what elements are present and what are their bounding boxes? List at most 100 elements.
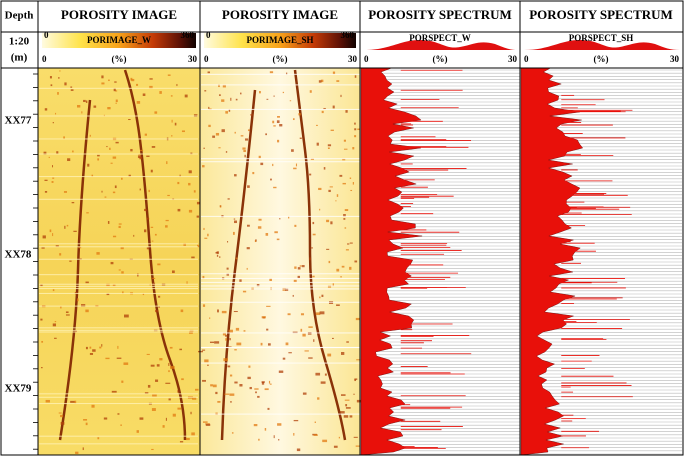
speckle <box>235 327 240 331</box>
speckle <box>144 133 147 136</box>
speckle <box>78 246 82 249</box>
speckle <box>44 191 48 193</box>
speckle <box>89 346 92 349</box>
speckle <box>228 329 233 333</box>
speckle <box>130 77 133 81</box>
speckle <box>72 150 74 153</box>
streak <box>39 246 198 248</box>
speckle <box>212 135 216 138</box>
speckle <box>244 138 249 141</box>
speckle <box>335 200 337 202</box>
speckle <box>345 404 348 407</box>
speckle <box>154 111 158 114</box>
streak <box>201 285 360 287</box>
streak <box>201 332 360 334</box>
speckle <box>298 113 301 116</box>
speckle <box>196 215 200 218</box>
speckle <box>101 75 104 79</box>
speckle <box>319 311 325 315</box>
speckle <box>234 220 238 224</box>
speckle <box>54 321 57 323</box>
streak <box>201 288 360 290</box>
speckle <box>188 170 192 174</box>
speckle <box>312 221 315 225</box>
speckle <box>138 154 142 156</box>
speckle <box>323 107 326 110</box>
scale-min: 0 <box>42 54 47 64</box>
speckle <box>315 312 321 316</box>
speckle <box>110 261 114 265</box>
speckle <box>316 124 318 126</box>
speckle <box>106 145 108 148</box>
speckle <box>96 252 100 255</box>
speckle <box>49 76 52 79</box>
speckle <box>156 364 160 367</box>
speckle <box>309 90 312 93</box>
streak <box>39 87 198 89</box>
speckle <box>270 178 272 181</box>
speckle <box>349 242 353 244</box>
speckle <box>192 397 197 400</box>
speckle <box>247 185 250 188</box>
spectrum-fill <box>520 67 584 456</box>
speckle <box>221 310 227 314</box>
speckle <box>260 342 263 346</box>
speckle <box>97 437 100 440</box>
speckle <box>99 346 102 349</box>
speckle <box>247 376 251 380</box>
speckle <box>279 218 281 220</box>
speckle <box>70 400 75 403</box>
speckle <box>328 260 331 264</box>
depth-label: XX77 <box>5 115 32 127</box>
streak <box>39 274 198 276</box>
speckle <box>188 209 193 213</box>
speckle <box>310 247 314 249</box>
scale-max: 30 <box>188 54 198 64</box>
speckle <box>292 118 295 121</box>
streak <box>39 331 198 333</box>
speckle <box>221 129 225 133</box>
speckle <box>342 182 346 185</box>
scale-min: 0 <box>364 54 369 64</box>
speckle <box>91 404 95 408</box>
speckle <box>117 413 120 415</box>
speckle <box>282 91 285 94</box>
speckle <box>120 424 122 426</box>
speckle <box>327 285 332 288</box>
streak <box>39 258 198 260</box>
speckle <box>356 399 362 403</box>
speckle <box>60 306 62 309</box>
speckle <box>336 304 340 306</box>
streak <box>39 305 198 307</box>
speckle <box>278 438 280 441</box>
speckle <box>151 408 156 411</box>
speckle <box>222 84 226 88</box>
speckle <box>239 279 242 282</box>
speckle <box>227 365 231 368</box>
speckle <box>357 128 361 131</box>
speckle <box>40 318 43 321</box>
streak <box>39 283 198 285</box>
speckle <box>269 71 274 74</box>
speckle <box>184 94 188 98</box>
speckle <box>101 190 103 193</box>
speckle <box>219 256 221 258</box>
speckle <box>142 293 145 296</box>
speckle <box>83 419 88 421</box>
speckle <box>324 373 327 376</box>
speckle <box>116 357 122 359</box>
speckle <box>70 89 74 91</box>
speckle <box>51 181 54 183</box>
speckle <box>52 233 54 237</box>
speckle <box>209 341 215 344</box>
speckle <box>240 92 242 95</box>
speckle <box>151 146 156 148</box>
speckle <box>214 341 220 344</box>
speckle <box>319 208 321 211</box>
speckle <box>266 98 269 100</box>
speckle <box>113 88 116 92</box>
speckle <box>342 158 346 161</box>
speckle <box>139 156 142 160</box>
speckle <box>115 141 119 144</box>
spectra <box>360 67 682 456</box>
